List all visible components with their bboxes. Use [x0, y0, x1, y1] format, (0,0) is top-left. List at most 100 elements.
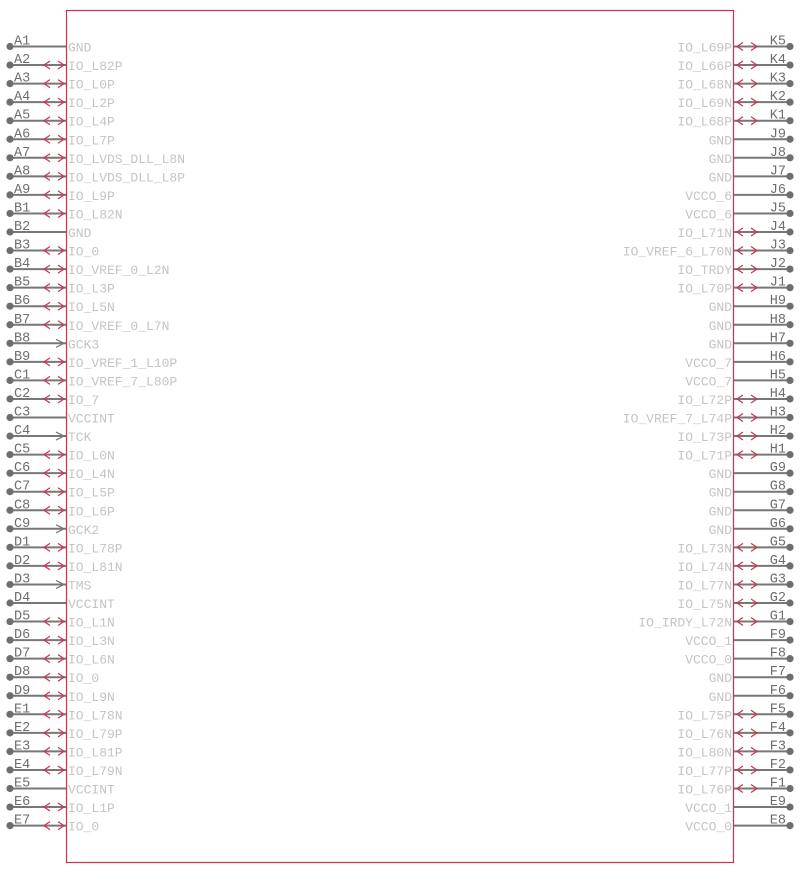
- pin-endpoint-dot[interactable]: [6, 376, 14, 384]
- pin-J5[interactable]: J5 VCCO_6: [685, 201, 794, 222]
- pin-endpoint-dot[interactable]: [6, 172, 14, 180]
- pin-endpoint-dot[interactable]: [786, 673, 794, 681]
- pin-endpoint-dot[interactable]: [6, 692, 14, 700]
- pin-endpoint-dot[interactable]: [786, 525, 794, 533]
- pin-endpoint-dot[interactable]: [786, 265, 794, 273]
- pin-endpoint-dot[interactable]: [786, 432, 794, 440]
- pin-endpoint-dot[interactable]: [786, 506, 794, 514]
- pin-endpoint-dot[interactable]: [6, 580, 14, 589]
- pin-endpoint-dot[interactable]: [6, 284, 14, 292]
- pin-endpoint-dot[interactable]: [6, 413, 14, 422]
- pin-J6[interactable]: J6 VCCO_6: [685, 183, 794, 204]
- pin-endpoint-dot[interactable]: [6, 117, 14, 125]
- pin-E1[interactable]: E1 IO_L78N: [6, 702, 123, 723]
- pin-endpoint-dot[interactable]: [6, 80, 14, 88]
- pin-endpoint-dot[interactable]: [786, 692, 794, 700]
- pin-endpoint-dot[interactable]: [6, 61, 14, 69]
- pin-G9[interactable]: G9 GND: [709, 461, 794, 482]
- pin-endpoint-dot[interactable]: [6, 710, 14, 718]
- pin-endpoint-dot[interactable]: [786, 469, 794, 477]
- pin-E3[interactable]: E3 IO_L81P: [6, 739, 123, 760]
- pin-endpoint-dot[interactable]: [786, 302, 794, 310]
- pin-endpoint-dot[interactable]: [786, 543, 794, 551]
- pin-J9[interactable]: J9 GND: [709, 127, 794, 148]
- pin-endpoint-dot[interactable]: [6, 599, 14, 607]
- pin-endpoint-dot[interactable]: [6, 488, 14, 496]
- pin-C9[interactable]: C9 GCK2: [6, 517, 99, 538]
- pin-D4[interactable]: D4 VCCINT: [6, 591, 115, 612]
- pin-endpoint-dot[interactable]: [786, 80, 794, 88]
- pin-endpoint-dot[interactable]: [786, 61, 794, 69]
- pin-endpoint-dot[interactable]: [6, 803, 14, 811]
- pin-E5[interactable]: E5 VCCINT: [6, 777, 115, 798]
- pin-endpoint-dot[interactable]: [6, 451, 14, 459]
- pin-endpoint-dot[interactable]: [786, 284, 794, 292]
- pin-H2[interactable]: H2 IO_L73P: [677, 424, 794, 445]
- pin-G1[interactable]: G1 IO_IRDY_L72N: [638, 610, 794, 631]
- pin-C1[interactable]: C1 IO_VREF_7_L80P: [6, 368, 177, 389]
- pin-endpoint-dot[interactable]: [6, 395, 14, 403]
- pin-endpoint-dot[interactable]: [6, 191, 14, 199]
- pin-C6[interactable]: C6 IO_L4N: [6, 461, 115, 482]
- pin-K1[interactable]: K1 IO_L68P: [677, 109, 794, 130]
- pin-endpoint-dot[interactable]: [786, 822, 794, 830]
- pin-endpoint-dot[interactable]: [786, 154, 794, 162]
- pin-endpoint-dot[interactable]: [786, 246, 794, 255]
- pin-endpoint-dot[interactable]: [786, 803, 794, 811]
- pin-A5[interactable]: A5 IO_L4P: [6, 109, 115, 130]
- pin-G3[interactable]: G3 IO_L77N: [677, 572, 794, 593]
- pin-A7[interactable]: A7 IO_LVDS_DLL_L8N: [6, 146, 185, 167]
- pin-G2[interactable]: G2 IO_L75N: [677, 591, 794, 612]
- pin-E6[interactable]: E6 IO_L1P: [6, 795, 115, 816]
- pin-endpoint-dot[interactable]: [786, 599, 794, 607]
- pin-K4[interactable]: K4 IO_L66P: [677, 53, 794, 74]
- pin-endpoint-dot[interactable]: [786, 636, 794, 644]
- pin-endpoint-dot[interactable]: [786, 784, 794, 793]
- pin-F3[interactable]: F3 IO_L80N: [677, 739, 794, 760]
- pin-K5[interactable]: K5 IO_L69P: [677, 35, 794, 56]
- pin-endpoint-dot[interactable]: [786, 98, 794, 106]
- pin-F9[interactable]: F9 VCCO_1: [685, 628, 794, 649]
- pin-endpoint-dot[interactable]: [786, 339, 794, 347]
- pin-endpoint-dot[interactable]: [6, 469, 14, 477]
- pin-B7[interactable]: B7 IO_VREF_0_L7N: [6, 313, 169, 334]
- pin-A8[interactable]: A8 IO_LVDS_DLL_L8P: [6, 164, 185, 185]
- pin-E8[interactable]: E8 VCCO_0: [685, 814, 794, 835]
- pin-endpoint-dot[interactable]: [786, 209, 794, 218]
- pin-F2[interactable]: F2 IO_L77P: [677, 758, 794, 779]
- pin-endpoint-dot[interactable]: [786, 321, 794, 329]
- pin-B1[interactable]: B1 IO_L82N: [6, 201, 123, 222]
- pin-D2[interactable]: D2 IO_L81N: [6, 554, 123, 575]
- pin-endpoint-dot[interactable]: [786, 191, 794, 199]
- pin-H9[interactable]: H9 GND: [709, 294, 794, 315]
- pin-C5[interactable]: C5 IO_L0N: [6, 443, 115, 464]
- pin-H8[interactable]: H8 GND: [709, 313, 794, 334]
- pin-endpoint-dot[interactable]: [786, 376, 794, 384]
- pin-D3[interactable]: D3 TMS: [6, 572, 92, 593]
- pin-endpoint-dot[interactable]: [786, 617, 794, 626]
- pin-J4[interactable]: J4 IO_L71N: [677, 220, 794, 241]
- pin-C4[interactable]: C4 TCK: [6, 424, 92, 445]
- pin-A2[interactable]: A2 IO_L82P: [6, 53, 123, 74]
- pin-endpoint-dot[interactable]: [6, 358, 14, 366]
- pin-H6[interactable]: H6 VCCO_7: [685, 350, 794, 371]
- pin-F4[interactable]: F4 IO_L76N: [677, 721, 794, 742]
- pin-endpoint-dot[interactable]: [786, 562, 794, 570]
- pin-endpoint-dot[interactable]: [6, 822, 14, 830]
- pin-D6[interactable]: D6 IO_L3N: [6, 628, 115, 649]
- pin-F7[interactable]: F7 GND: [709, 665, 794, 686]
- pin-C2[interactable]: C2 IO_7: [6, 387, 99, 408]
- pin-F8[interactable]: F8 VCCO_0: [685, 647, 794, 668]
- pin-endpoint-dot[interactable]: [6, 98, 14, 106]
- pin-G7[interactable]: G7 GND: [709, 498, 794, 519]
- pin-endpoint-dot[interactable]: [786, 710, 794, 718]
- pin-endpoint-dot[interactable]: [6, 321, 14, 329]
- pin-A6[interactable]: A6 IO_L7P: [6, 127, 115, 148]
- pin-H5[interactable]: H5 VCCO_7: [685, 368, 794, 389]
- pin-endpoint-dot[interactable]: [6, 766, 14, 774]
- pin-endpoint-dot[interactable]: [6, 246, 14, 255]
- pin-D5[interactable]: D5 IO_L1N: [6, 610, 115, 631]
- pin-B8[interactable]: B8 GCK3: [6, 331, 99, 352]
- pin-endpoint-dot[interactable]: [6, 636, 14, 644]
- pin-G8[interactable]: G8 GND: [709, 480, 794, 501]
